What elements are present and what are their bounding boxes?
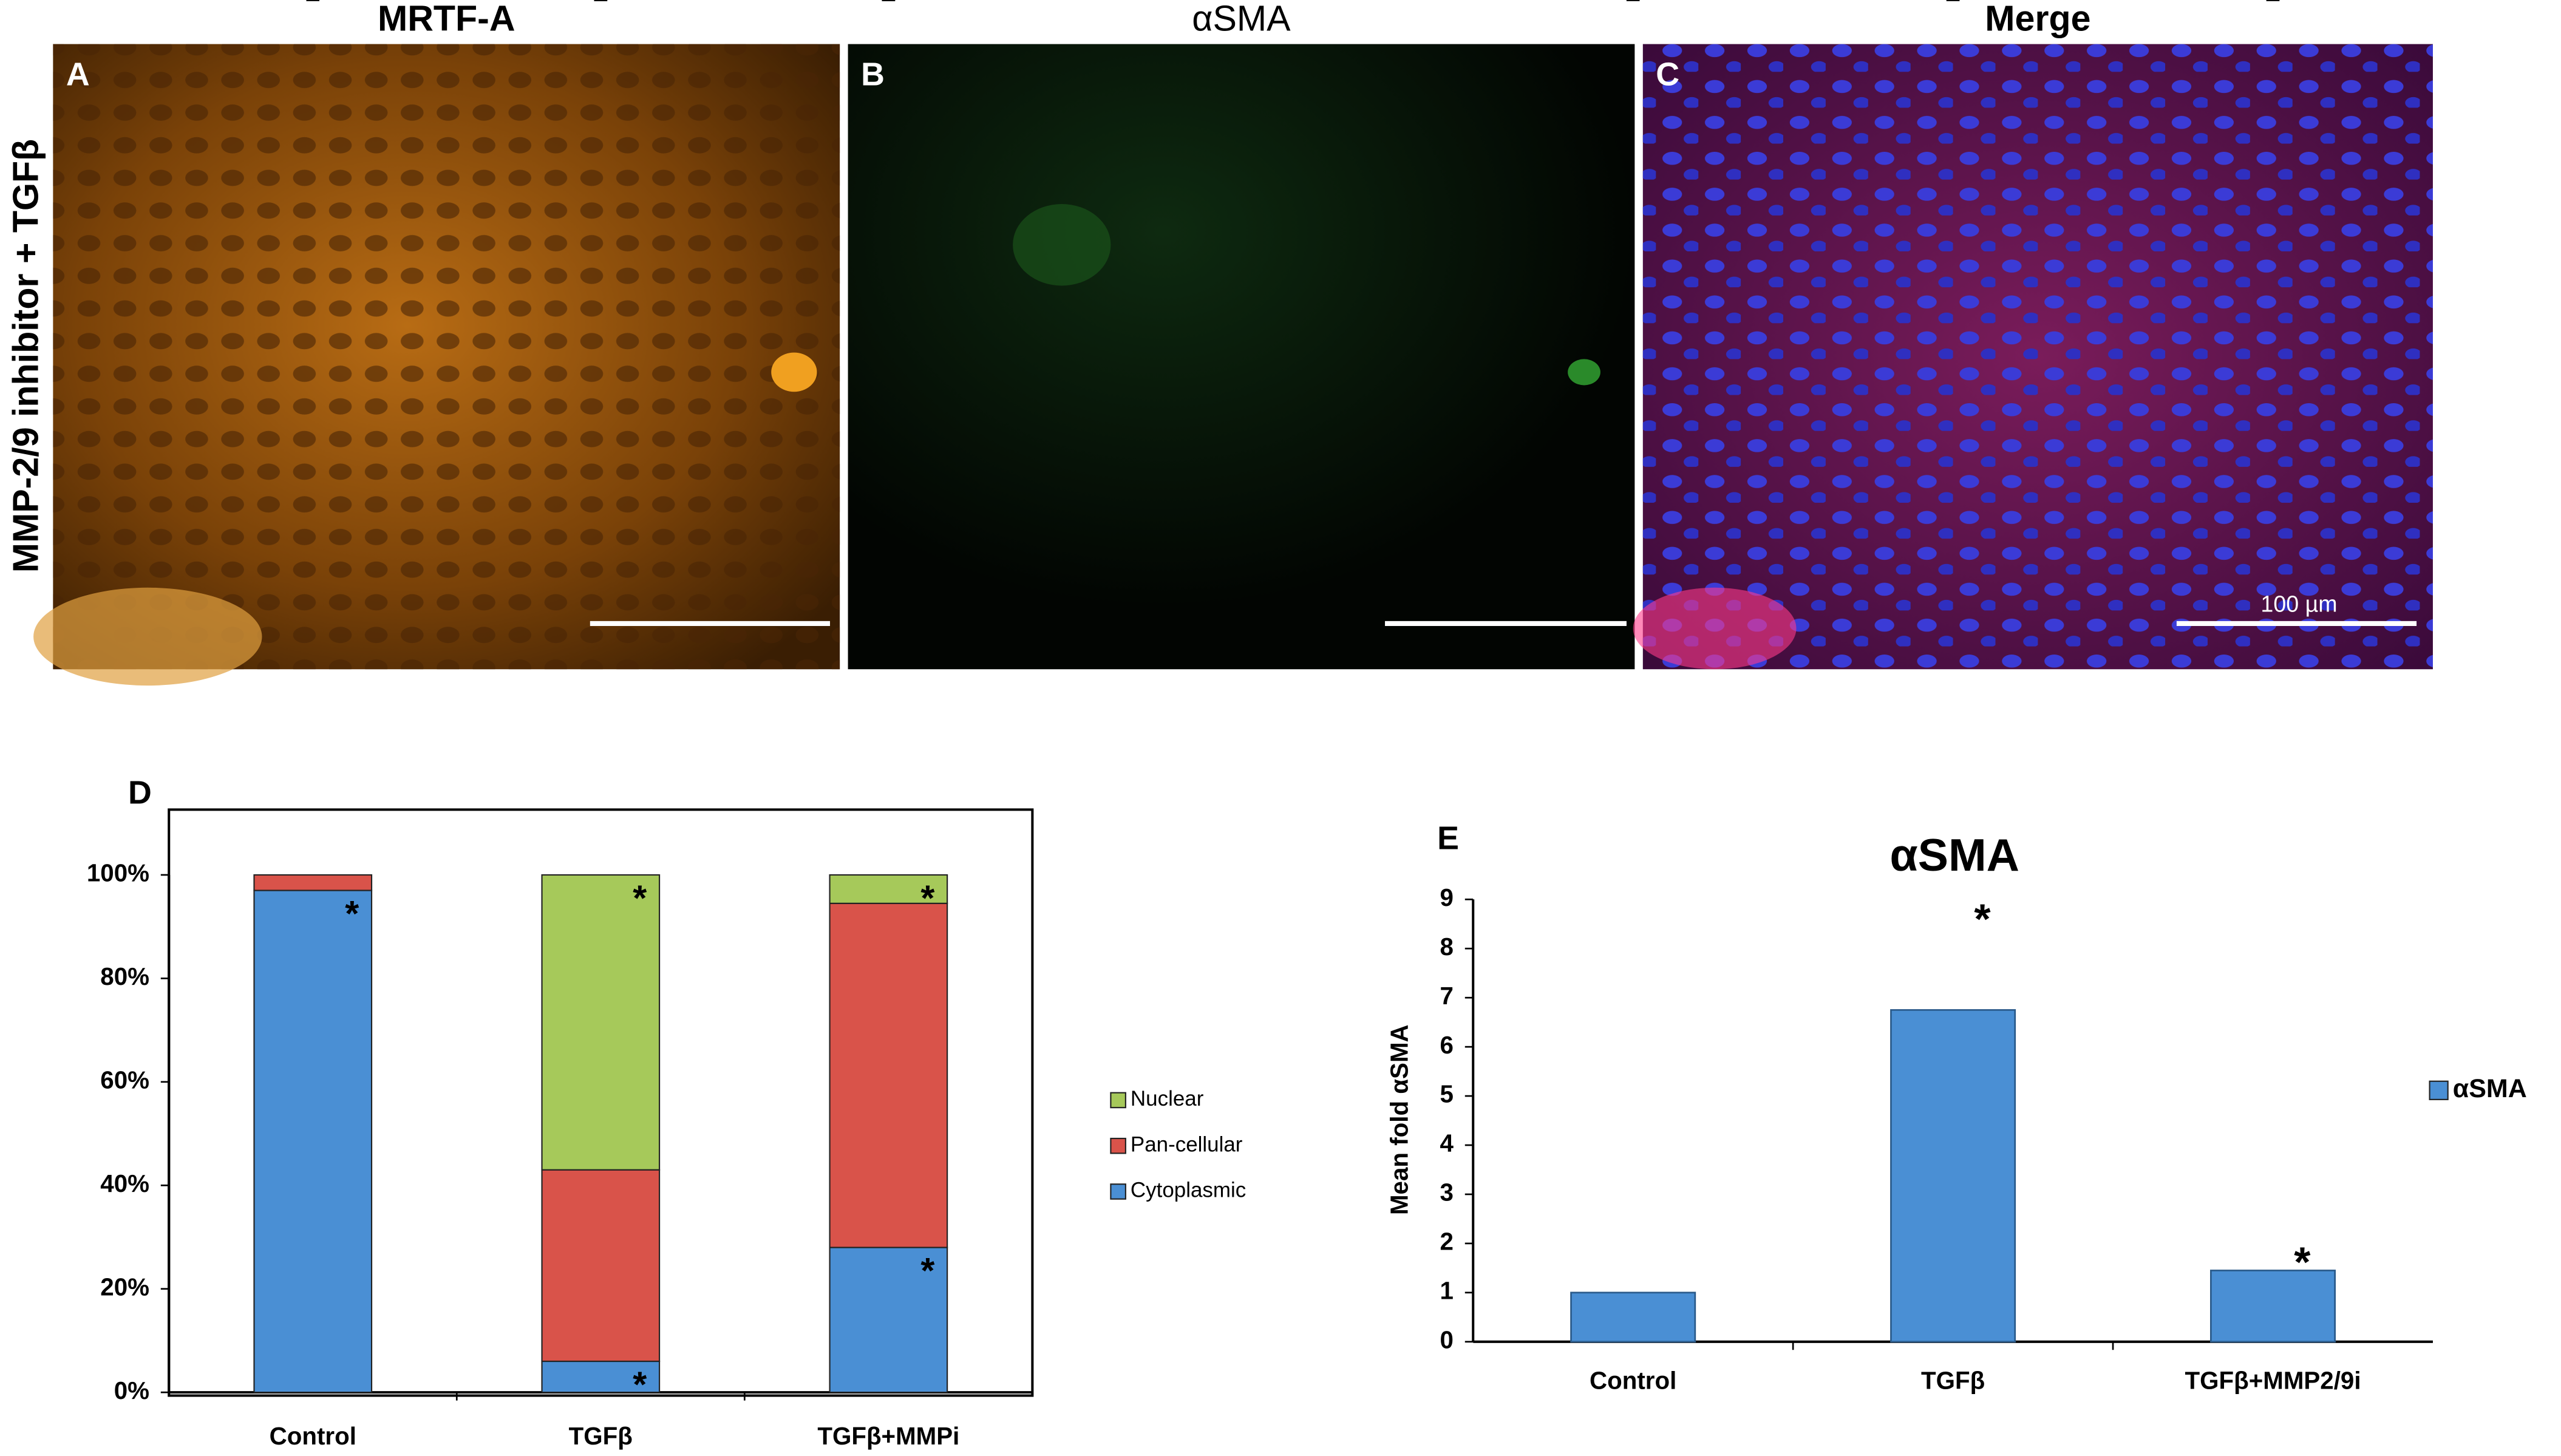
row-label: MMP-2/9 inhibitor + TGFβ — [5, 139, 46, 573]
significance-mark: * — [633, 1364, 647, 1405]
y-tick-label: 1 — [1440, 1277, 1454, 1305]
x-tick-label: TGFβ — [1921, 1367, 1985, 1395]
x-tick-label: Control — [1590, 1367, 1676, 1395]
y-tick-label: 8 — [1440, 933, 1454, 961]
bar-segment — [829, 902, 948, 1248]
y-tick-label: 80% — [100, 962, 149, 990]
legend-label: αSMA — [2453, 1074, 2527, 1103]
y-tick-label: 9 — [1440, 883, 1454, 911]
y-tick-label: 0% — [114, 1376, 149, 1404]
legend-label: Pan-cellular — [1131, 1132, 1243, 1156]
panel-title: αSMA — [1192, 0, 1291, 39]
panel-letter: E — [1437, 820, 1459, 857]
panel-letter: A — [66, 56, 90, 93]
legend-swatch — [1110, 1137, 1126, 1154]
chart-title: αSMA — [1890, 829, 2020, 880]
significance-mark: * — [345, 893, 359, 934]
panel-letter: D — [128, 774, 152, 811]
y-tick-label: 3 — [1440, 1179, 1454, 1206]
legend-swatch — [1110, 1183, 1126, 1200]
panel-letter: C — [1656, 56, 1679, 93]
y-tick-label: 4 — [1440, 1129, 1454, 1157]
x-tick-label: Control — [270, 1422, 356, 1450]
legend-label: Cytoplasmic — [1131, 1179, 1246, 1202]
bar — [1890, 1009, 2016, 1343]
y-tick-label: 2 — [1440, 1228, 1454, 1256]
bar — [2210, 1270, 2336, 1343]
bar-segment — [541, 1169, 661, 1362]
y-tick-label: 0 — [1440, 1325, 1454, 1353]
image-b-blob — [1568, 359, 1600, 386]
image-b — [848, 44, 1635, 670]
legend-swatch — [1110, 1092, 1126, 1109]
y-tick-label: 5 — [1440, 1080, 1454, 1108]
y-tick-label: 40% — [100, 1169, 149, 1197]
image-c-nuclei — [1642, 44, 2433, 670]
y-tick-label: 7 — [1440, 982, 1454, 1010]
legend-swatch — [2429, 1080, 2449, 1100]
bar-segment — [829, 874, 948, 904]
x-tick-label: TGFβ — [569, 1422, 633, 1450]
y-tick-label: 6 — [1440, 1031, 1454, 1059]
significance-mark: * — [2294, 1239, 2311, 1286]
scale-label: 100 µm — [2260, 591, 2337, 616]
significance-mark: * — [633, 878, 647, 919]
x-tick-label: TGFβ+MMP2/9i — [2185, 1367, 2361, 1395]
bar — [1570, 1291, 1696, 1343]
bar-segment — [253, 890, 373, 1393]
legend-label: Nuclear — [1131, 1087, 1204, 1111]
image-a-texture — [53, 44, 840, 670]
bar-segment — [253, 874, 373, 891]
x-tick-label: TGFβ+MMPi — [817, 1422, 959, 1450]
bar-segment — [829, 1247, 948, 1393]
significance-mark: * — [1974, 896, 1991, 943]
image-c-blob — [1633, 587, 1797, 670]
significance-mark: * — [920, 878, 934, 919]
image-b-blob — [1013, 204, 1111, 286]
y-tick-label: 20% — [100, 1273, 149, 1301]
y-tick-label: 60% — [100, 1066, 149, 1094]
bar-segment — [541, 874, 661, 1171]
panel-letter: B — [861, 56, 885, 93]
image-a-blob — [771, 352, 817, 392]
microscopy-panels: 100 µm MRTF-A αSMA Merge A B C MMP-2/9 i… — [5, 0, 2433, 686]
image-a-blob — [33, 587, 262, 686]
y-tick-label: 100% — [87, 859, 149, 887]
significance-mark: * — [920, 1250, 934, 1291]
panel-title: MRTF-A — [378, 0, 515, 39]
y-axis-label: Mean fold αSMA — [1386, 1024, 1413, 1215]
panel-title: Merge — [1985, 0, 2090, 39]
